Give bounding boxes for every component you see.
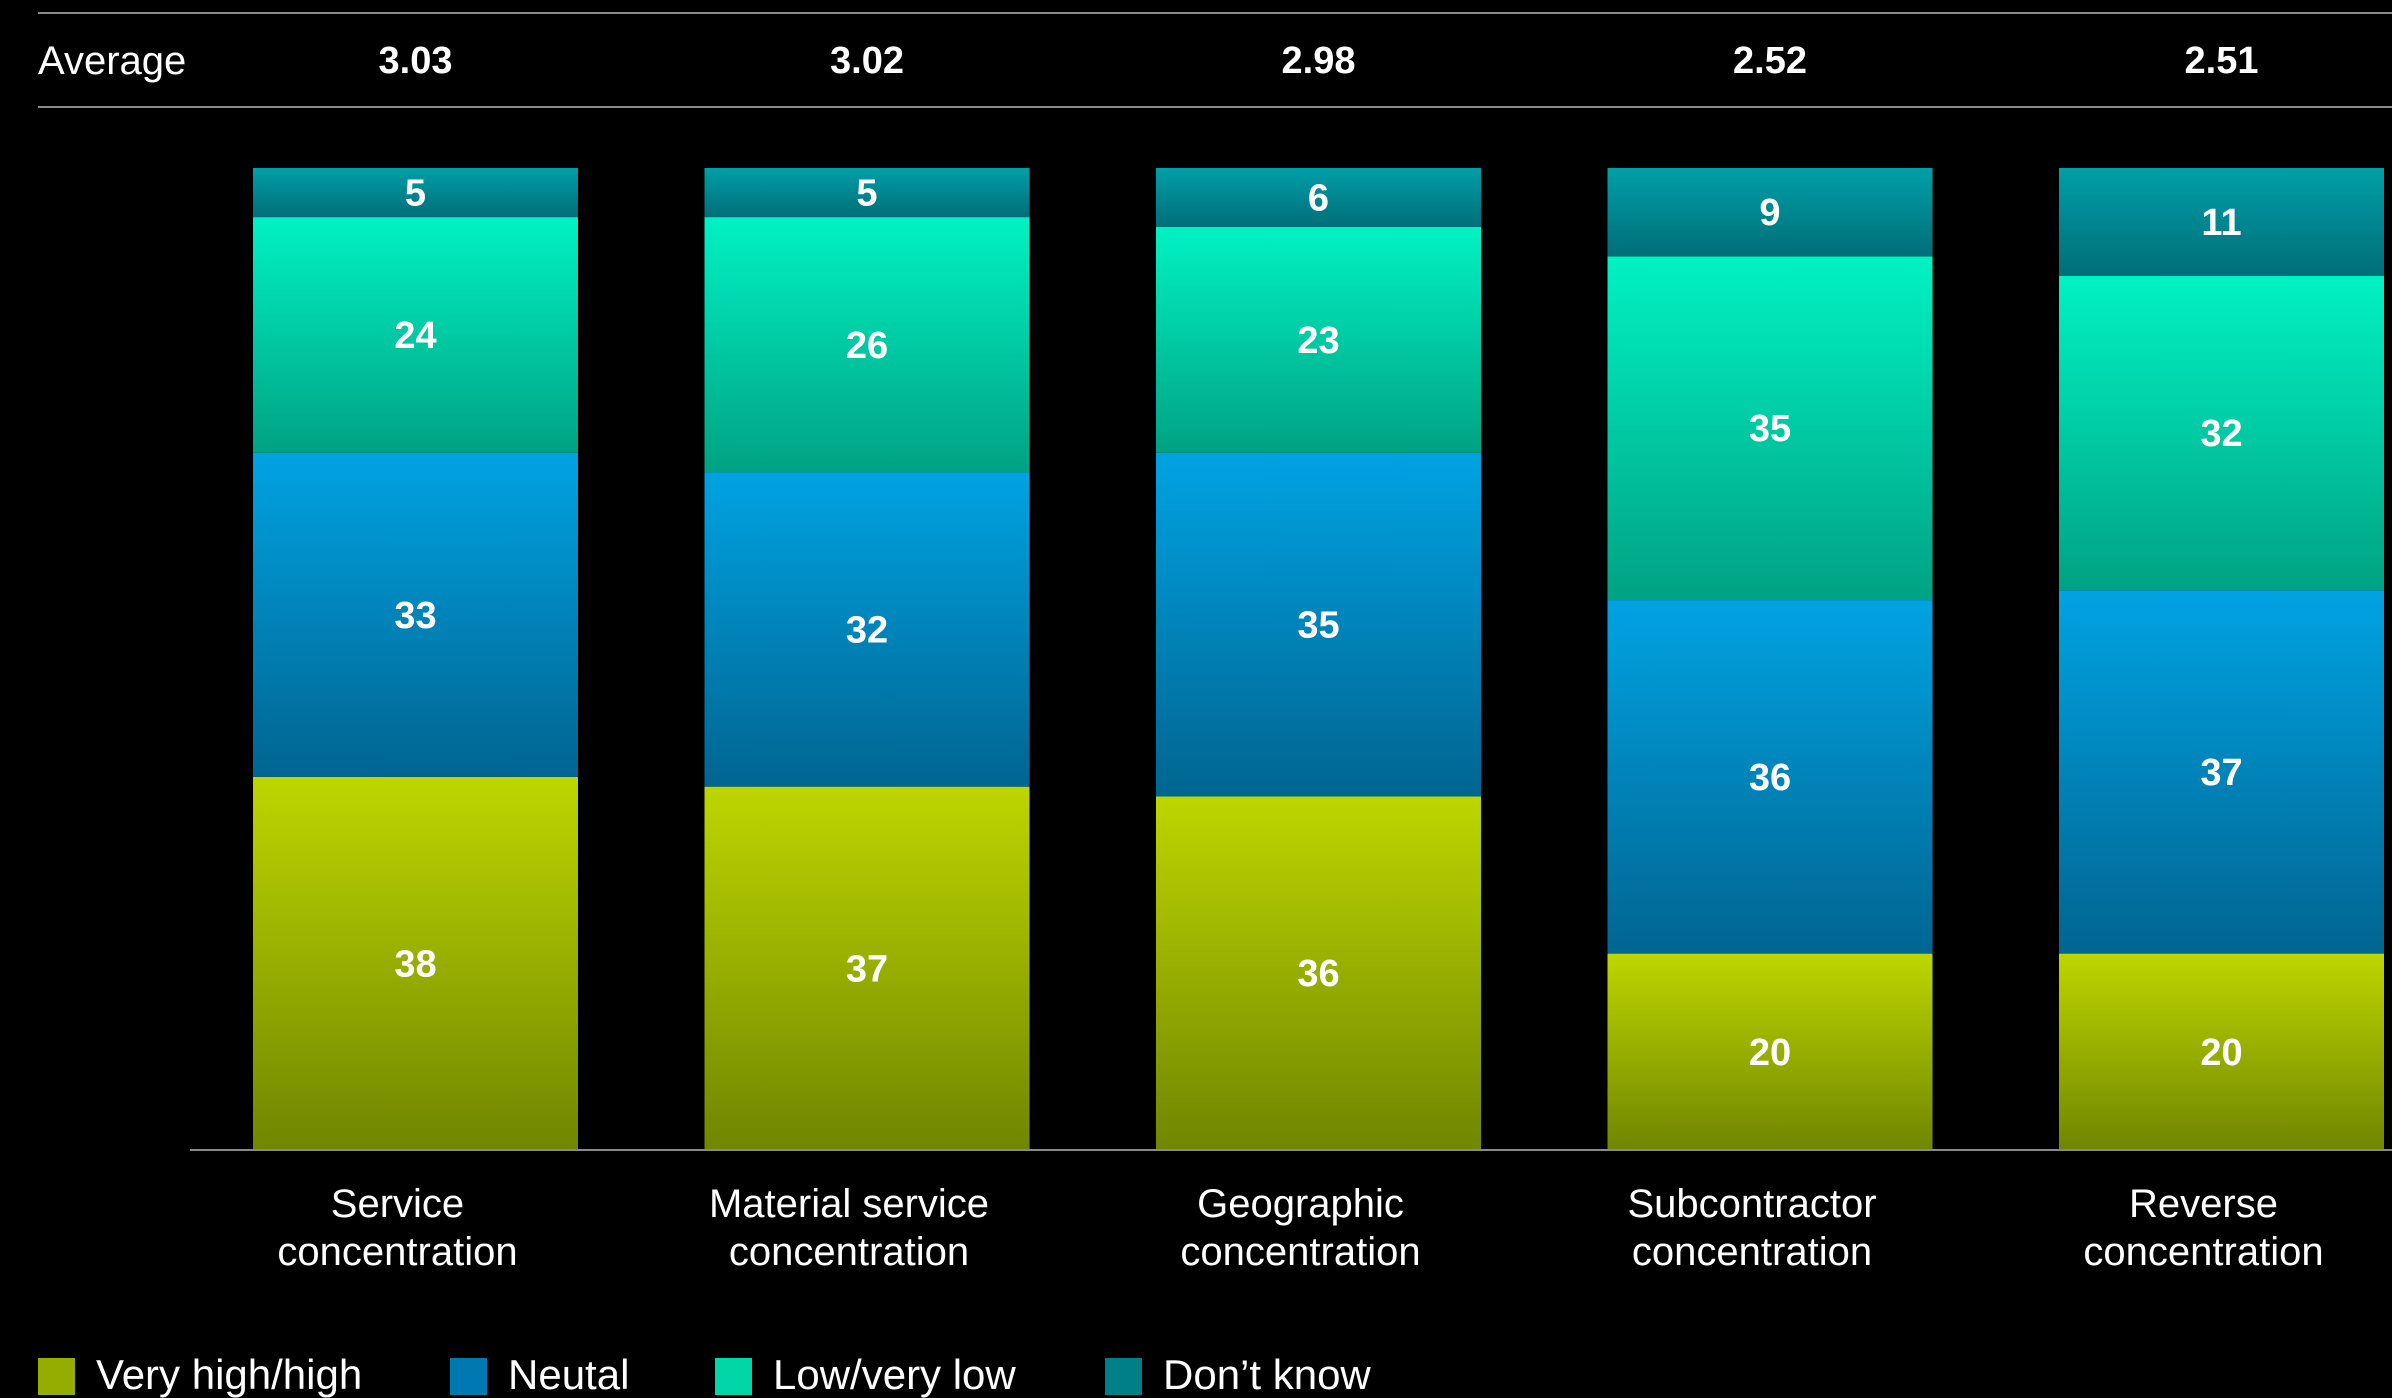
data-label: 35 xyxy=(1297,605,1339,647)
legend-swatch xyxy=(450,1358,487,1395)
data-label: 33 xyxy=(394,595,436,637)
data-label: 5 xyxy=(856,173,877,215)
bar-segment-low-very-low xyxy=(704,217,1030,473)
bar-stack-1: 38 33 24 5 xyxy=(253,168,578,1150)
legend-label: Neutal xyxy=(508,1351,629,1398)
bar-segment-low-very-low xyxy=(2059,276,2384,591)
category-label: Reverse concentration xyxy=(2083,1182,2323,1274)
bar-segment-low-very-low xyxy=(253,217,578,453)
data-label: 11 xyxy=(2201,202,2241,244)
bar-segment-very-high-high xyxy=(1607,953,1933,1150)
data-label: 32 xyxy=(846,610,888,652)
data-label: 36 xyxy=(1749,757,1791,799)
average-row-label: Average xyxy=(38,39,186,83)
average-value: 3.02 xyxy=(830,40,904,82)
bar-segment-don-t-know xyxy=(253,168,578,218)
data-label: 9 xyxy=(1759,192,1780,234)
bar-segment-neutal xyxy=(1156,452,1481,797)
average-value: 2.98 xyxy=(1282,40,1356,82)
category-label: Geographic concentration xyxy=(1180,1182,1420,1274)
category-label: Material service concentration xyxy=(709,1182,989,1274)
legend-item-neutal: Neutal xyxy=(450,1351,629,1398)
bar-segment-don-t-know xyxy=(704,168,1030,218)
bar-segment-very-high-high xyxy=(253,776,578,1150)
bar-segment-don-t-know xyxy=(1607,168,1933,257)
bar-segment-very-high-high xyxy=(1156,796,1481,1150)
data-label: 20 xyxy=(2200,1032,2242,1074)
legend-item-low-very-low: Low/very low xyxy=(715,1351,1016,1398)
bar-segment-very-high-high xyxy=(704,786,1030,1150)
bar-stack-3: 36 35 23 6 xyxy=(1156,168,1481,1150)
data-label: 20 xyxy=(1749,1032,1791,1074)
data-label: 5 xyxy=(405,173,426,215)
data-label: 38 xyxy=(394,943,436,985)
bar-stack-2: 37 32 26 5 xyxy=(704,168,1030,1150)
bar-segment-low-very-low xyxy=(1156,226,1481,453)
legend-label: Low/very low xyxy=(773,1351,1016,1398)
category-label: Subcontractor concentration xyxy=(1627,1182,1876,1274)
legend-label: Don’t know xyxy=(1163,1351,1371,1398)
data-label: 32 xyxy=(2200,413,2242,455)
data-label: 37 xyxy=(2200,752,2242,794)
data-label: 36 xyxy=(1297,953,1339,995)
average-value: 2.52 xyxy=(1733,40,1807,82)
legend: Very high/high Neutal Low/very low Don’t kn… xyxy=(38,1351,1371,1398)
bar-segment-don-t-know xyxy=(2059,168,2384,277)
legend-item-very-high-high: Very high/high xyxy=(38,1351,362,1398)
data-label: 6 xyxy=(1308,177,1329,219)
bar-segment-very-high-high xyxy=(2059,953,2384,1150)
data-label: 35 xyxy=(1749,408,1791,450)
data-label: 24 xyxy=(394,315,436,357)
legend-swatch xyxy=(715,1358,752,1395)
bar-segment-neutal xyxy=(704,472,1030,787)
average-value: 2.51 xyxy=(2185,40,2259,82)
bar-stacks: 38 33 24 5 37 32 26 5 36 35 23 6 20 36 35 9 20 37 32 11 xyxy=(253,168,2384,1150)
category-label: Service concentration xyxy=(277,1182,517,1274)
data-label: 23 xyxy=(1297,320,1339,362)
legend-item-don-t-know: Don’t know xyxy=(1105,1351,1371,1398)
bar-segment-neutal xyxy=(253,452,578,777)
average-value: 3.03 xyxy=(379,40,453,82)
bar-segment-neutal xyxy=(1607,600,1933,954)
bar-segment-low-very-low xyxy=(1607,256,1933,601)
bar-segment-neutal xyxy=(2059,590,2384,954)
bar-stack-4: 20 36 35 9 xyxy=(1607,168,1933,1150)
bar-segment-don-t-know xyxy=(1156,168,1481,227)
average-values: 3.03 3.02 2.98 2.52 2.51 xyxy=(379,40,2259,82)
bar-stack-5: 20 37 32 11 xyxy=(2059,168,2384,1150)
legend-swatch xyxy=(1105,1358,1142,1395)
category-labels: Service concentration Material service conc… xyxy=(277,1182,2323,1274)
data-label: 37 xyxy=(846,948,888,990)
legend-swatch xyxy=(38,1358,75,1395)
data-label: 26 xyxy=(846,325,888,367)
legend-label: Very high/high xyxy=(96,1351,362,1398)
